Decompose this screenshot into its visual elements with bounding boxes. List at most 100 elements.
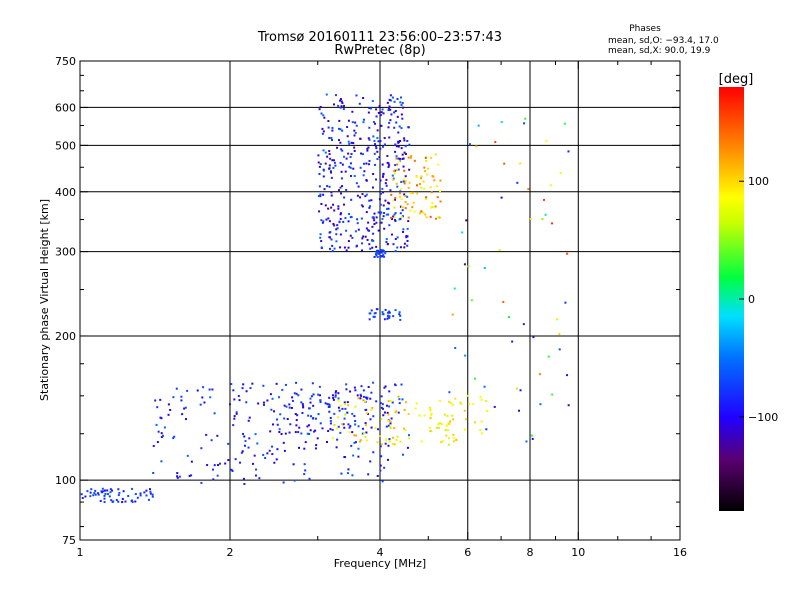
- data-point: [80, 493, 83, 496]
- data-point: [373, 139, 376, 142]
- data-point: [369, 397, 372, 400]
- data-point: [108, 495, 111, 498]
- data-point: [176, 476, 179, 479]
- colorbar-unit-label: [deg]: [719, 72, 754, 87]
- data-point: [278, 396, 281, 399]
- data-point: [233, 417, 236, 420]
- data-point: [288, 406, 291, 409]
- data-point: [435, 426, 438, 429]
- data-point: [350, 444, 353, 447]
- axis-ticks: 1 2 4 6 8 10 16 75 100 200 300 400 500 600 750: [55, 55, 687, 559]
- data-point: [371, 216, 374, 219]
- data-point: [452, 440, 455, 443]
- data-point: [376, 137, 379, 140]
- data-point: [375, 221, 378, 224]
- data-point: [340, 170, 343, 173]
- data-point: [396, 435, 399, 438]
- data-point: [403, 246, 406, 249]
- data-point: [384, 199, 387, 202]
- data-point: [294, 431, 297, 434]
- data-point: [330, 238, 333, 241]
- data-point: [402, 427, 405, 430]
- data-point: [398, 398, 401, 401]
- data-point: [379, 147, 382, 150]
- data-point: [104, 492, 107, 495]
- data-point: [212, 468, 215, 471]
- data-point: [270, 408, 273, 411]
- data-point: [392, 178, 395, 181]
- data-point: [298, 446, 301, 449]
- data-point: [388, 136, 391, 139]
- data-point: [375, 147, 378, 150]
- data-point: [380, 211, 383, 214]
- data-point: [433, 179, 436, 182]
- data-point: [321, 127, 324, 130]
- data-point: [391, 174, 394, 177]
- data-point: [234, 458, 237, 461]
- data-point: [406, 235, 409, 238]
- data-point: [382, 172, 385, 175]
- data-point: [507, 316, 510, 319]
- data-point: [152, 471, 155, 474]
- data-point: [143, 491, 146, 494]
- data-point: [461, 231, 464, 234]
- data-point: [343, 426, 346, 429]
- data-point: [425, 197, 428, 200]
- data-point: [396, 246, 399, 249]
- data-point: [541, 218, 544, 221]
- phases-x-stats: mean, sd,X: 90.0, 19.9: [608, 46, 711, 56]
- data-point: [355, 182, 358, 185]
- data-point: [213, 464, 216, 467]
- data-point: [343, 455, 346, 458]
- data-point: [115, 498, 118, 501]
- data-point: [383, 211, 386, 214]
- data-point: [353, 415, 356, 418]
- data-point: [372, 451, 375, 454]
- data-point: [276, 418, 279, 421]
- data-point: [363, 400, 366, 403]
- data-point: [394, 110, 397, 113]
- data-point: [134, 500, 137, 503]
- data-point: [412, 201, 415, 204]
- data-point: [379, 114, 382, 117]
- data-point: [395, 438, 398, 441]
- data-point: [329, 428, 332, 431]
- data-point: [466, 394, 469, 397]
- data-point: [242, 432, 245, 435]
- data-point: [370, 309, 373, 312]
- data-point: [364, 424, 367, 427]
- data-point: [358, 440, 361, 443]
- data-point: [354, 230, 357, 233]
- data-point: [365, 193, 368, 196]
- data-point: [380, 111, 383, 114]
- data-point: [538, 373, 541, 376]
- data-point: [218, 462, 221, 465]
- data-point: [328, 137, 331, 140]
- data-point: [432, 175, 435, 178]
- data-point: [332, 396, 335, 399]
- y-tick-label: 600: [55, 101, 76, 114]
- data-point: [271, 423, 274, 426]
- colorbar-ticks: 100 0 −100: [739, 175, 778, 424]
- data-point: [362, 399, 365, 402]
- data-point: [387, 399, 390, 402]
- data-point: [209, 396, 212, 399]
- data-point: [343, 246, 346, 249]
- data-point: [319, 163, 322, 166]
- data-point: [341, 423, 344, 426]
- data-point: [379, 179, 382, 182]
- data-point: [378, 156, 381, 159]
- data-point: [340, 192, 343, 195]
- data-point: [391, 96, 394, 99]
- data-point: [262, 401, 265, 404]
- data-point: [331, 159, 334, 162]
- data-point: [368, 206, 371, 209]
- data-point: [367, 473, 370, 476]
- data-point: [397, 395, 400, 398]
- data-point: [360, 394, 363, 397]
- data-point: [319, 401, 322, 404]
- data-point: [401, 209, 404, 212]
- data-point: [370, 391, 373, 394]
- data-point: [318, 394, 321, 397]
- data-point: [420, 440, 423, 443]
